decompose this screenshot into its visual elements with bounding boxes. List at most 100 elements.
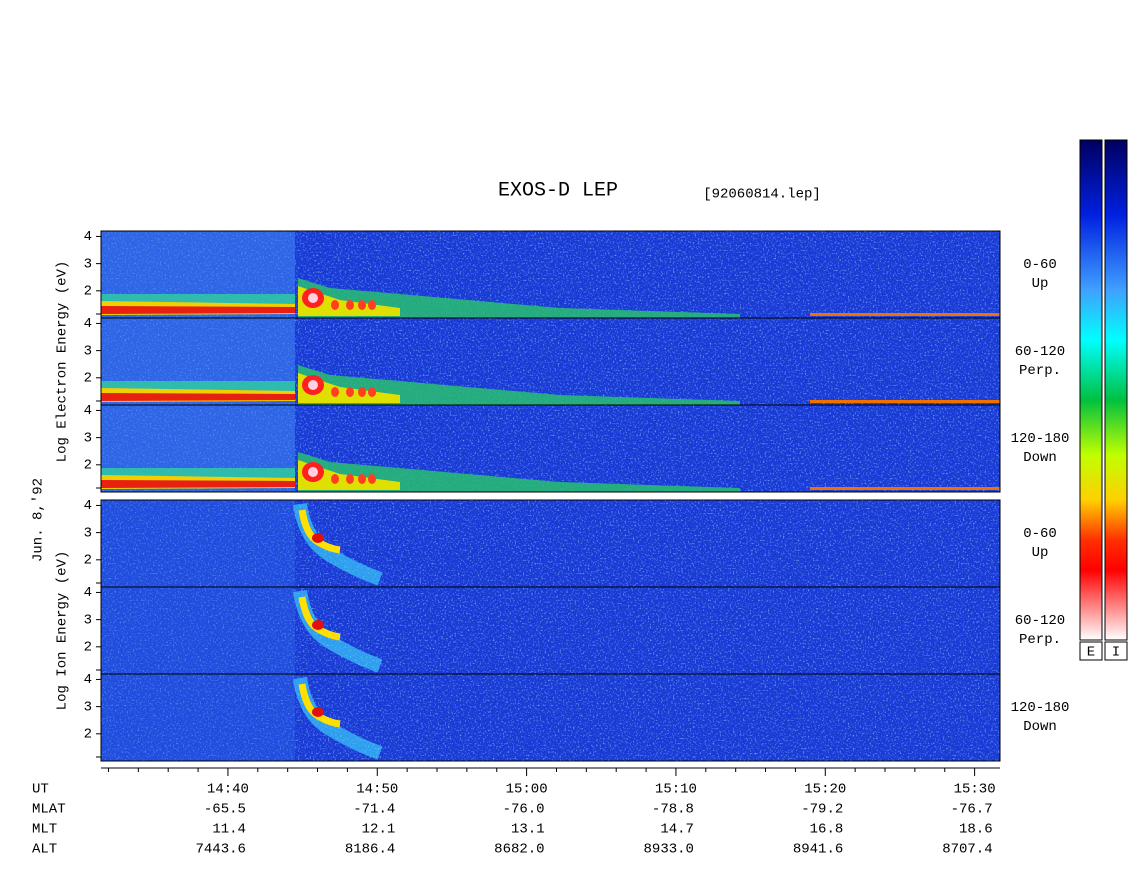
spectrogram-burst [358,387,366,397]
y-tick-label: 2 [84,371,92,387]
spectrogram-burst [308,380,318,390]
spectrogram-burst [368,387,376,397]
y-tick-label: 4 [84,585,92,601]
file-label: [92060814.lep] [703,187,821,203]
ephemeris-value: -71.4 [353,802,395,818]
spectrogram-band [101,480,295,488]
y-tick-label: 2 [84,640,92,656]
spectrogram-band [810,313,1000,316]
ephemeris-value: -76.7 [951,802,993,818]
y-tick-label: 3 [84,430,92,446]
colorbar-label-box [1104,641,1128,661]
colorbar [1079,139,1103,641]
spectrogram-band [101,306,295,314]
ephemeris-value: 8186.4 [345,842,395,858]
ephemeris-value: -79.2 [801,802,843,818]
y-tick-label: 3 [84,525,92,541]
panel-label: 60-120 [1015,344,1065,360]
ephemeris-value: -76.0 [503,802,545,818]
ephemeris-value: 8682.0 [494,842,544,858]
ephemeris-name: MLT [32,822,57,838]
spectrogram-burst [358,474,366,484]
y-tick-label: 2 [84,284,92,300]
spectrogram-band [810,400,1000,403]
colorbar-label: I [1112,645,1120,661]
ephemeris-value: 16.8 [810,822,844,838]
spectrogram-burst [308,293,318,303]
y-tick-label: 4 [84,403,92,419]
date-label: Jun. 8,'92 [31,478,47,562]
panel-label: 120-180 [1011,431,1070,447]
spectrogram-burst [312,620,324,630]
x-tick-label: 14:50 [356,782,398,798]
panel-frame [100,673,1001,762]
y-tick-label: 3 [84,612,92,628]
spectrogram-burst [358,300,366,310]
x-tick-label: 15:20 [804,782,846,798]
spectrogram-noise [101,500,1000,587]
x-tick-label: 14:40 [207,782,249,798]
ephemeris-value: -65.5 [204,802,246,818]
panel-label: Down [1023,719,1057,735]
colorbar-label: E [1087,645,1095,661]
ephemeris-name: ALT [32,842,57,858]
spectrogram-band [298,365,740,405]
spectrogram-burst [368,300,376,310]
spectrogram-burst [331,474,339,484]
y-tick-label: 3 [84,699,92,715]
ephemeris-value: 14.7 [660,822,694,838]
spectrogram-band [810,487,1000,490]
ephemeris-value: 18.6 [959,822,993,838]
ephemeris-value: 13.1 [511,822,545,838]
y-tick-label: 4 [84,498,92,514]
y-tick-label: 3 [84,343,92,359]
spectrogram-band [298,278,740,318]
panel-label: Down [1023,450,1057,466]
y-tick-label: 3 [84,256,92,272]
x-tick-label: 15:00 [506,782,548,798]
panel-label: 120-180 [1011,700,1070,716]
panel-frame [100,404,1001,493]
y-tick-label: 4 [84,229,92,245]
ephemeris-value: 8933.0 [644,842,694,858]
y-tick-label: 4 [84,672,92,688]
spectrogram-burst [346,474,354,484]
spectrogram-band [101,393,295,401]
colorbar-label-box [1079,641,1103,661]
spectrogram-region [101,587,295,674]
panel-label: 60-120 [1015,613,1065,629]
spectrogram-burst [308,467,318,477]
ephemeris-value: 11.4 [212,822,246,838]
colorbar [1104,139,1128,641]
y-tick-label: 2 [84,727,92,743]
spectrogram-noise [101,674,1000,761]
y-axis-label: Log Electron Energy (eV) [55,261,71,463]
ephemeris-name: MLAT [32,802,66,818]
y-axis-label: Log Ion Energy (eV) [55,551,71,711]
spectrogram-region [101,500,295,587]
spectrogram-burst [331,387,339,397]
ephemeris-value: -78.8 [652,802,694,818]
spectrogram-noise [101,587,1000,674]
spectrogram-burst [346,300,354,310]
panel-label: Up [1032,545,1049,561]
spectrogram-burst [368,474,376,484]
chart-title: EXOS-D LEP [498,179,618,202]
spectrogram-burst [331,300,339,310]
y-tick-label: 2 [84,553,92,569]
spectrogram-burst [312,533,324,543]
panel-label: Perp. [1019,632,1061,648]
y-tick-label: 4 [84,316,92,332]
ephemeris-value: 7443.6 [196,842,246,858]
ephemeris-value: 8941.6 [793,842,843,858]
panel-label: Up [1032,276,1049,292]
spectrogram-band [298,452,740,492]
spectrogram-burst [346,387,354,397]
ephemeris-value: 12.1 [362,822,396,838]
ephemeris-name: UT [32,782,49,798]
ephemeris-value: 8707.4 [942,842,992,858]
panel-label: 0-60 [1023,257,1057,273]
y-tick-label: 2 [84,458,92,474]
spectrogram-region [101,674,295,761]
